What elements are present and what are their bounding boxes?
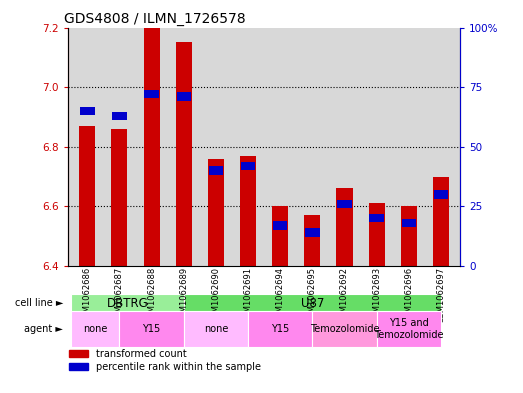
Bar (79, 126, 95, 266)
Bar (71, 294, 184, 312)
Text: Y15: Y15 (142, 324, 161, 334)
Bar (112, 112, 127, 120)
Text: Temozolomide: Temozolomide (310, 324, 379, 334)
Text: GSM1062693: GSM1062693 (372, 267, 381, 323)
Text: agent ►: agent ► (24, 324, 63, 334)
Bar (209, 166, 223, 175)
Bar (272, 206, 288, 266)
Text: GSM1062687: GSM1062687 (115, 267, 124, 323)
Text: GSM1062689: GSM1062689 (179, 267, 188, 323)
Text: none: none (83, 324, 108, 334)
Bar (111, 129, 128, 266)
Bar (304, 215, 321, 266)
Bar (176, 92, 191, 101)
Bar (184, 311, 248, 347)
Text: GSM1062690: GSM1062690 (211, 267, 220, 323)
Text: Y15 and
Temozolomide: Y15 and Temozolomide (374, 318, 444, 340)
Bar (241, 162, 255, 170)
Text: GSM1062691: GSM1062691 (244, 267, 253, 323)
Bar (402, 219, 416, 227)
Bar (208, 159, 224, 266)
Text: GSM1062694: GSM1062694 (276, 267, 285, 323)
Text: GSM1062688: GSM1062688 (147, 267, 156, 323)
Bar (305, 228, 320, 237)
Bar (369, 214, 384, 222)
Text: cell line ►: cell line ► (15, 298, 63, 308)
Bar (369, 203, 385, 266)
Bar (80, 107, 95, 115)
Text: U87: U87 (301, 297, 324, 310)
Text: Y15: Y15 (271, 324, 289, 334)
Text: GSM1062695: GSM1062695 (308, 267, 317, 323)
Bar (119, 311, 184, 347)
Bar (176, 42, 192, 266)
Text: none: none (203, 324, 228, 334)
Bar (71, 311, 119, 347)
Text: GSM1062697: GSM1062697 (437, 267, 446, 323)
Bar (248, 311, 312, 347)
Text: DBTRG: DBTRG (107, 297, 149, 310)
Text: GSM1062692: GSM1062692 (340, 267, 349, 323)
Text: GDS4808 / ILMN_1726578: GDS4808 / ILMN_1726578 (64, 13, 246, 26)
Bar (337, 200, 352, 208)
Bar (143, 28, 160, 266)
Bar (434, 190, 448, 198)
Bar (184, 294, 441, 312)
Bar (240, 156, 256, 266)
Text: GSM1062696: GSM1062696 (404, 267, 413, 323)
Text: GSM1062686: GSM1062686 (83, 267, 92, 323)
Bar (401, 206, 417, 266)
Bar (377, 311, 441, 347)
Bar (312, 311, 377, 347)
Bar (144, 90, 159, 98)
Legend: transformed count, percentile rank within the sample: transformed count, percentile rank withi… (69, 349, 261, 372)
Bar (273, 221, 288, 230)
Bar (336, 189, 353, 266)
Bar (433, 176, 449, 266)
